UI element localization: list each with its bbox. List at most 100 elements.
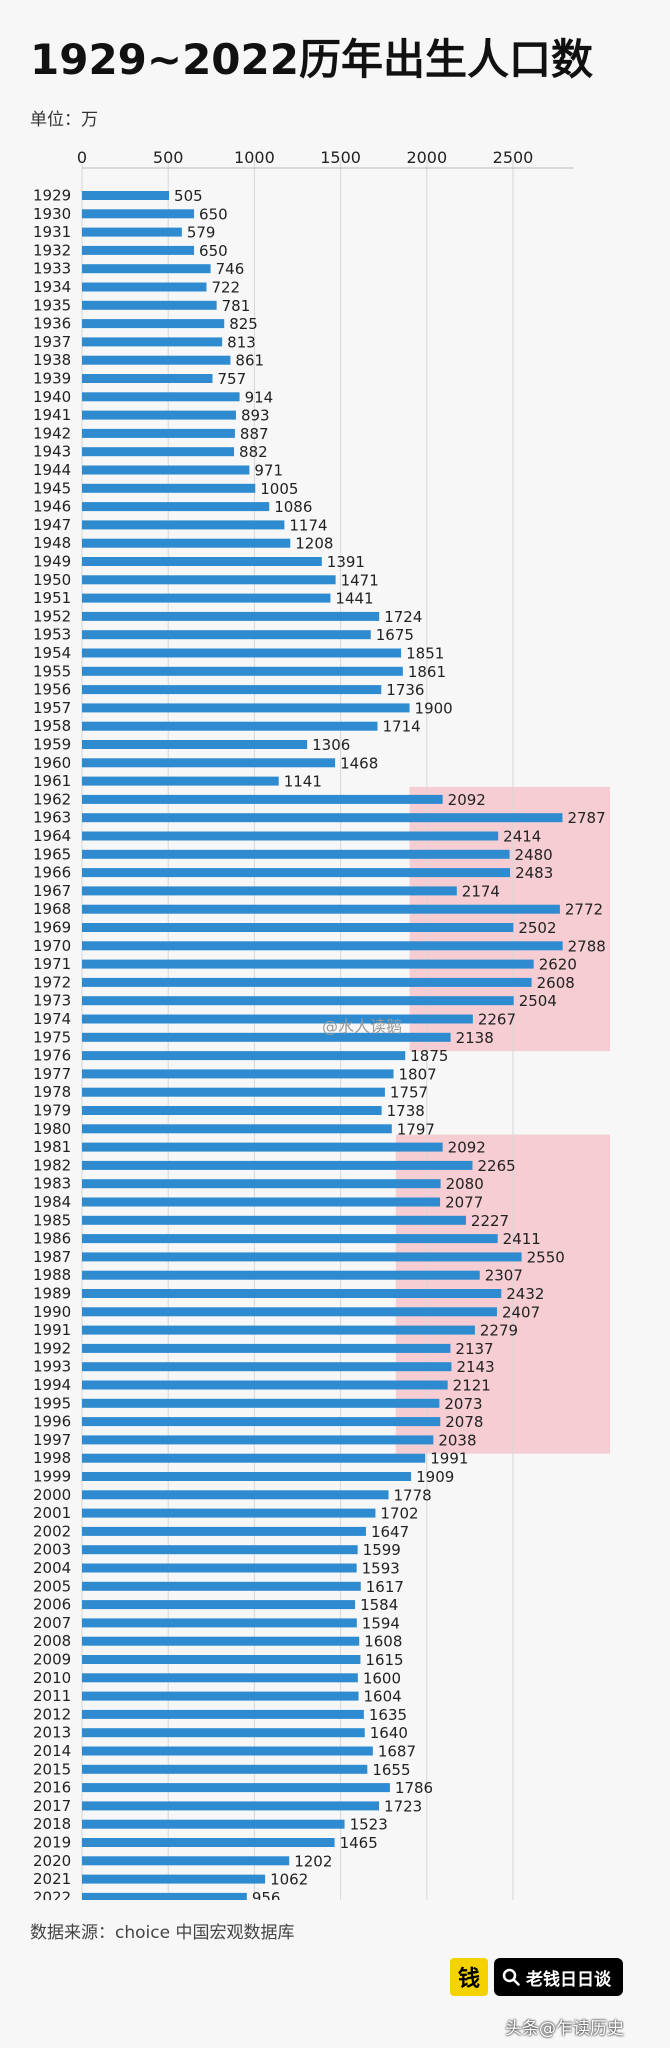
bar bbox=[82, 538, 291, 548]
x-tick-label: 1000 bbox=[234, 148, 275, 167]
y-category-label: 1995 bbox=[33, 1394, 71, 1412]
y-category-label: 1971 bbox=[33, 955, 71, 973]
bar-value-label: 1738 bbox=[387, 1102, 425, 1120]
y-category-label: 2004 bbox=[33, 1559, 71, 1577]
bar bbox=[82, 319, 225, 329]
bar-value-label: 1523 bbox=[350, 1816, 388, 1834]
bar bbox=[82, 1453, 426, 1463]
bar-value-label: 781 bbox=[222, 297, 251, 315]
bar bbox=[82, 776, 279, 786]
bar-value-label: 1208 bbox=[295, 535, 333, 553]
bar-value-label: 2279 bbox=[480, 1322, 518, 1340]
bar bbox=[82, 1728, 365, 1738]
bar-value-label: 1306 bbox=[312, 736, 350, 754]
bar bbox=[82, 611, 380, 621]
bar bbox=[82, 1270, 480, 1280]
y-category-label: 1929 bbox=[33, 187, 71, 205]
bar bbox=[82, 1032, 451, 1042]
bar-value-label: 1807 bbox=[399, 1065, 437, 1083]
bar bbox=[82, 1234, 498, 1244]
data-source: 数据来源：choice 中国宏观数据库 bbox=[30, 1923, 295, 1943]
bar bbox=[82, 849, 510, 859]
bar bbox=[82, 1014, 473, 1024]
bar-value-label: 2414 bbox=[503, 828, 541, 846]
y-category-label: 1954 bbox=[33, 644, 71, 662]
y-category-label: 2018 bbox=[33, 1815, 71, 1833]
bar-value-label: 2550 bbox=[527, 1248, 565, 1266]
bar bbox=[82, 1490, 389, 1500]
bar bbox=[82, 1398, 440, 1408]
bar bbox=[82, 1874, 266, 1884]
bar bbox=[82, 227, 182, 237]
bar bbox=[82, 1472, 412, 1481]
bar-value-label: 1851 bbox=[406, 645, 444, 663]
bar bbox=[82, 1087, 385, 1097]
y-category-label: 2011 bbox=[33, 1687, 71, 1705]
bar-value-label: 2265 bbox=[477, 1157, 515, 1175]
bar-value-label: 2620 bbox=[539, 956, 577, 974]
bar-value-label: 1635 bbox=[369, 1706, 407, 1724]
bar bbox=[82, 557, 322, 566]
bar-value-label: 914 bbox=[245, 388, 274, 406]
y-category-label: 1934 bbox=[33, 278, 71, 296]
y-category-label: 1939 bbox=[33, 370, 71, 388]
bar bbox=[82, 355, 231, 365]
x-tick-label: 1500 bbox=[320, 148, 361, 167]
bar-value-label: 1441 bbox=[335, 590, 373, 608]
y-category-label: 2001 bbox=[33, 1504, 71, 1522]
bar bbox=[82, 648, 402, 658]
bar-value-label: 2073 bbox=[444, 1395, 482, 1413]
y-category-label: 1944 bbox=[33, 461, 71, 479]
y-category-label: 1972 bbox=[33, 973, 71, 991]
y-category-label: 1932 bbox=[33, 241, 71, 259]
bar bbox=[82, 1526, 366, 1536]
y-category-label: 1985 bbox=[33, 1211, 71, 1229]
bar-value-label: 813 bbox=[227, 333, 256, 351]
logo-label: 老钱日日谈 bbox=[526, 1969, 611, 1990]
bar-value-label: 2608 bbox=[537, 974, 575, 992]
y-category-label: 1943 bbox=[33, 443, 71, 461]
bar bbox=[82, 1051, 406, 1061]
bar-value-label: 650 bbox=[199, 205, 228, 223]
bar bbox=[82, 941, 563, 951]
y-category-label: 1960 bbox=[33, 754, 71, 772]
chart-title: 1929~2022历年出生人口数 bbox=[30, 35, 593, 84]
bar-value-label: 505 bbox=[174, 187, 203, 205]
bar-value-label: 2787 bbox=[567, 809, 605, 827]
bar-value-label: 2502 bbox=[518, 919, 556, 937]
y-category-label: 1990 bbox=[33, 1303, 71, 1321]
bar bbox=[82, 447, 235, 457]
unit-label: 单位：万 bbox=[30, 110, 98, 130]
bar bbox=[82, 996, 514, 1006]
y-category-label: 1937 bbox=[33, 333, 71, 351]
y-category-label: 1993 bbox=[33, 1358, 71, 1376]
y-category-label: 1967 bbox=[33, 882, 71, 900]
y-category-label: 1931 bbox=[33, 223, 71, 241]
bar-value-label: 1797 bbox=[397, 1120, 435, 1138]
y-category-label: 1979 bbox=[33, 1102, 71, 1120]
y-category-label: 1955 bbox=[33, 662, 71, 680]
bar-value-label: 2174 bbox=[462, 882, 500, 900]
bar bbox=[82, 794, 443, 804]
bar-value-label: 1593 bbox=[362, 1560, 400, 1578]
y-category-label: 1975 bbox=[33, 1028, 71, 1046]
bar-value-label: 1599 bbox=[363, 1541, 401, 1559]
bar-value-label: 1687 bbox=[378, 1743, 416, 1761]
bar bbox=[82, 1106, 382, 1115]
bar bbox=[82, 1343, 451, 1353]
y-category-label: 1952 bbox=[33, 607, 71, 625]
bar-value-label: 1861 bbox=[408, 663, 446, 681]
bar bbox=[82, 1892, 247, 1900]
bar-value-label: 2080 bbox=[446, 1175, 484, 1193]
search-icon bbox=[502, 1968, 520, 1986]
bar bbox=[82, 685, 382, 695]
y-category-label: 1980 bbox=[33, 1120, 71, 1138]
y-category-label: 1966 bbox=[33, 864, 71, 882]
bar bbox=[82, 1838, 335, 1847]
y-category-label: 1941 bbox=[33, 406, 71, 424]
highlight-region bbox=[409, 786, 610, 1052]
y-category-label: 1930 bbox=[33, 205, 71, 223]
bar bbox=[82, 1508, 376, 1518]
bar-value-label: 1724 bbox=[384, 608, 422, 626]
x-tick-label: 0 bbox=[77, 148, 87, 167]
